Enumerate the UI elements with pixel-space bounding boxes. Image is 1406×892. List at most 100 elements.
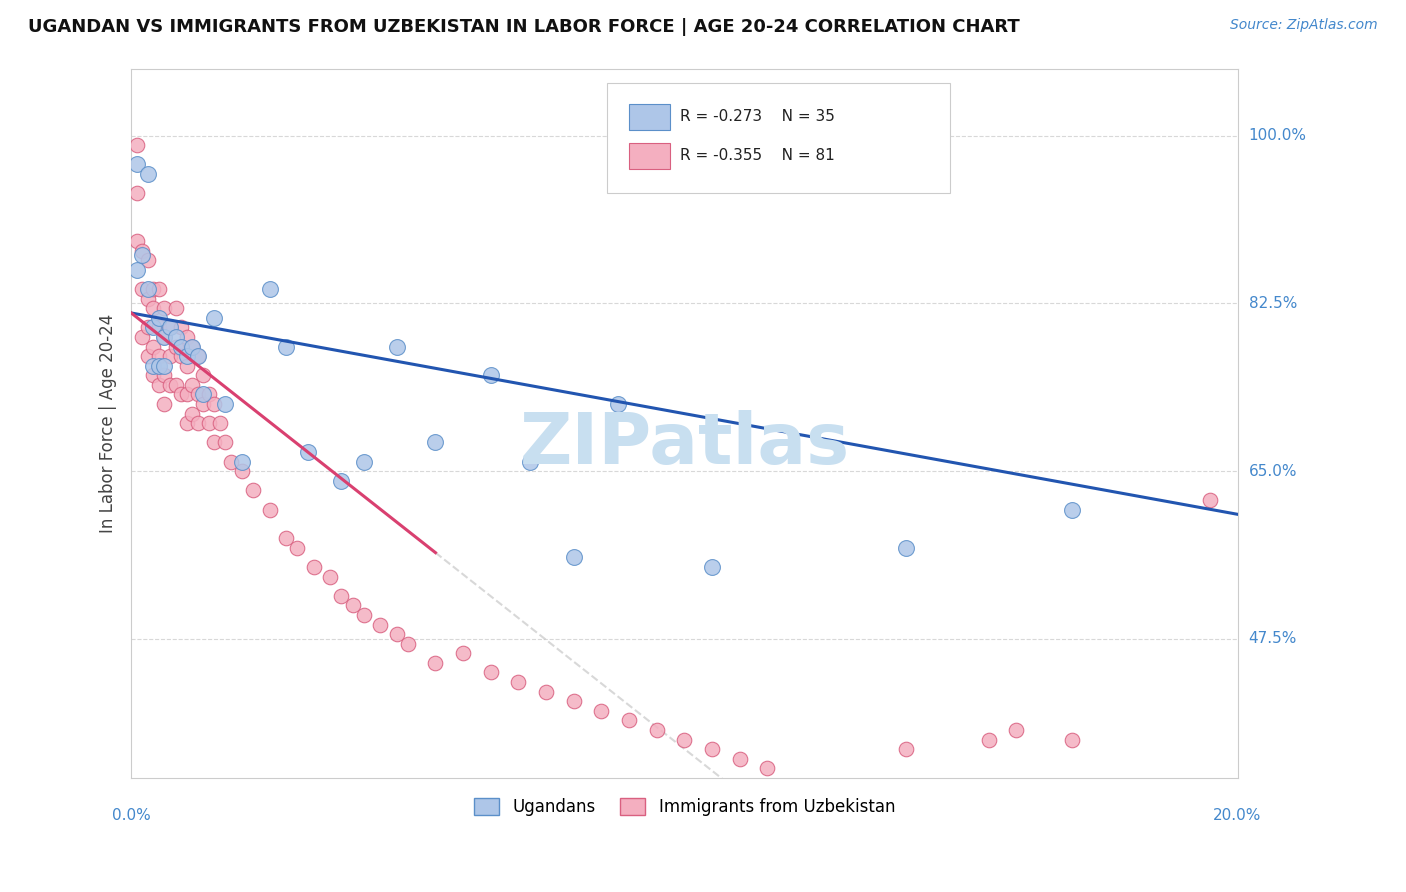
Point <box>297 445 319 459</box>
FancyBboxPatch shape <box>628 143 671 169</box>
Point <box>259 282 281 296</box>
Point <box>176 359 198 373</box>
Point <box>562 694 585 708</box>
Point <box>187 387 209 401</box>
Point <box>353 454 375 468</box>
Point <box>153 359 176 373</box>
Point <box>181 407 204 421</box>
Point <box>319 569 342 583</box>
Text: 65.0%: 65.0% <box>1249 464 1298 479</box>
Point <box>202 310 225 325</box>
Point <box>148 349 170 363</box>
Point <box>191 397 214 411</box>
Point <box>125 234 148 248</box>
Point <box>131 248 153 262</box>
Point <box>508 675 530 690</box>
Point <box>176 416 198 430</box>
Point <box>153 301 176 315</box>
Point <box>519 454 541 468</box>
Point <box>148 359 170 373</box>
Point <box>187 349 209 363</box>
Point <box>136 282 159 296</box>
Legend: Ugandans, Immigrants from Uzbekistan: Ugandans, Immigrants from Uzbekistan <box>467 791 901 822</box>
Point <box>645 723 668 737</box>
Point <box>385 627 408 641</box>
Y-axis label: In Labor Force | Age 20-24: In Labor Force | Age 20-24 <box>100 314 117 533</box>
Point <box>148 320 170 334</box>
Point <box>202 397 225 411</box>
Point <box>181 377 204 392</box>
Point <box>231 464 253 478</box>
Point <box>700 560 723 574</box>
Point <box>242 483 264 498</box>
Point <box>700 742 723 756</box>
Point <box>425 656 447 670</box>
Point <box>534 684 557 698</box>
Point <box>181 339 204 353</box>
Point <box>176 349 198 363</box>
Point <box>142 359 165 373</box>
Point <box>425 435 447 450</box>
Text: R = -0.273    N = 35: R = -0.273 N = 35 <box>681 109 835 124</box>
Point <box>125 138 148 153</box>
Point <box>276 531 298 545</box>
Point <box>170 349 193 363</box>
Point <box>159 377 181 392</box>
Point <box>136 292 159 306</box>
Point <box>1060 502 1083 516</box>
Point <box>142 282 165 296</box>
Point <box>170 320 193 334</box>
Point <box>159 320 181 334</box>
Point <box>202 435 225 450</box>
Point <box>894 541 917 555</box>
Point <box>591 704 613 718</box>
Point <box>728 752 751 766</box>
Point <box>181 339 204 353</box>
Point <box>385 339 408 353</box>
FancyBboxPatch shape <box>628 104 671 130</box>
Text: Source: ZipAtlas.com: Source: ZipAtlas.com <box>1230 18 1378 32</box>
Point <box>197 387 219 401</box>
Text: 47.5%: 47.5% <box>1249 632 1296 647</box>
Point <box>148 310 170 325</box>
Point <box>142 320 165 334</box>
Point <box>368 617 391 632</box>
Text: ZIPatlas: ZIPatlas <box>519 410 849 479</box>
Point <box>153 330 176 344</box>
Point <box>673 732 696 747</box>
Point <box>176 387 198 401</box>
Text: UGANDAN VS IMMIGRANTS FROM UZBEKISTAN IN LABOR FORCE | AGE 20-24 CORRELATION CHA: UGANDAN VS IMMIGRANTS FROM UZBEKISTAN IN… <box>28 18 1019 36</box>
Point <box>562 550 585 565</box>
Point <box>756 761 779 775</box>
Point <box>214 397 236 411</box>
Point <box>142 339 165 353</box>
Point <box>451 646 474 660</box>
Point <box>214 435 236 450</box>
Point <box>125 157 148 171</box>
Point <box>125 263 148 277</box>
Point <box>1005 723 1028 737</box>
Point <box>170 387 193 401</box>
Point <box>148 282 170 296</box>
Text: R = -0.355    N = 81: R = -0.355 N = 81 <box>681 148 835 163</box>
Point <box>159 349 181 363</box>
Point <box>153 330 176 344</box>
Point <box>396 637 419 651</box>
Point <box>330 474 353 488</box>
Point <box>1199 492 1222 507</box>
Point <box>165 330 187 344</box>
Point <box>165 301 187 315</box>
Point <box>342 599 364 613</box>
Point <box>131 330 153 344</box>
Point <box>197 416 219 430</box>
Point <box>131 282 153 296</box>
Point <box>142 368 165 383</box>
Point <box>977 732 1000 747</box>
Point <box>187 349 209 363</box>
Point <box>219 454 242 468</box>
Point <box>191 368 214 383</box>
Point <box>259 502 281 516</box>
FancyBboxPatch shape <box>607 83 950 193</box>
Point <box>125 186 148 201</box>
Point <box>136 253 159 268</box>
